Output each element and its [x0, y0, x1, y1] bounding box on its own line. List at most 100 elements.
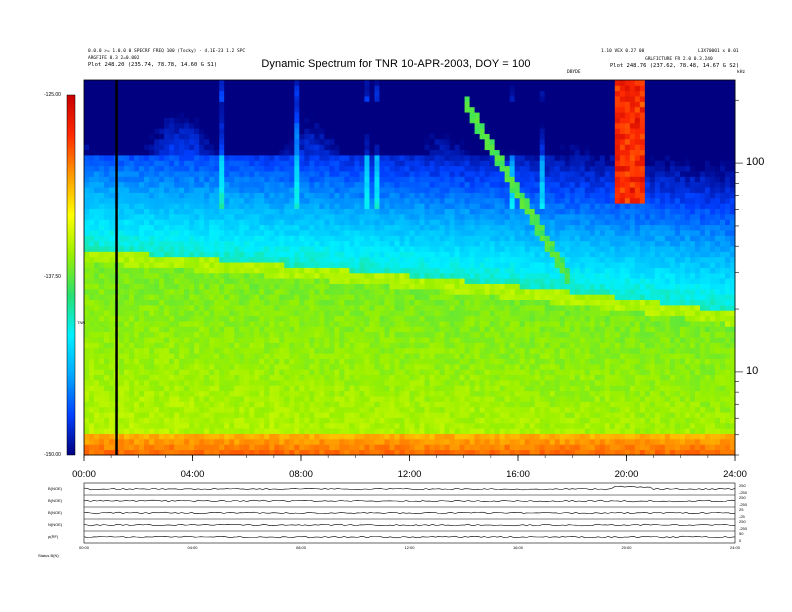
heatmap-cell — [144, 438, 150, 445]
heatmap-cell — [274, 96, 280, 102]
heatmap-cell — [214, 358, 220, 365]
heatmap-cell — [299, 272, 305, 279]
heatmap-cell — [134, 144, 140, 151]
heatmap-cell — [414, 401, 420, 408]
heatmap-cell — [439, 412, 445, 418]
heatmap-cell — [414, 96, 420, 102]
heatmap-cell — [319, 128, 325, 134]
heatmap-cell — [139, 390, 145, 397]
heatmap-cell — [394, 326, 400, 333]
heatmap-cell — [214, 96, 220, 102]
heatmap-cell — [159, 256, 165, 263]
heatmap-cell — [434, 326, 440, 333]
heatmap-cell — [369, 246, 375, 252]
heatmap-cell — [229, 181, 235, 188]
heatmap-cell — [339, 251, 345, 258]
heatmap-cell — [139, 181, 145, 188]
heatmap-cell — [294, 294, 300, 301]
heatmap-cell — [199, 213, 205, 220]
heatmap-cell — [289, 101, 295, 108]
heatmap-cell — [169, 438, 175, 445]
heatmap-cell — [279, 444, 285, 451]
heatmap-cell — [369, 369, 375, 376]
heatmap-cell — [389, 262, 395, 268]
heatmap-cell — [399, 138, 405, 145]
heatmap-cell — [219, 208, 225, 215]
heatmap-cell — [144, 433, 150, 440]
heatmap-cell — [229, 321, 235, 327]
heatmap-cell — [379, 433, 385, 440]
heatmap-cell — [259, 438, 265, 445]
heatmap-cell — [199, 353, 205, 359]
heatmap-cell — [344, 369, 350, 376]
heatmap-cell — [179, 385, 185, 392]
heatmap-cell — [434, 358, 440, 365]
heatmap-cell — [184, 171, 190, 177]
heatmap-cell — [209, 342, 215, 349]
heatmap-cell — [334, 428, 340, 434]
heatmap-cell — [169, 144, 175, 151]
heatmap-cell — [309, 433, 315, 440]
heatmap-cell — [264, 444, 270, 451]
heatmap-cell — [189, 181, 195, 188]
heatmap-cell — [134, 230, 140, 236]
heatmap-cell — [329, 256, 335, 263]
heatmap-cell — [234, 315, 240, 322]
heatmap-cell — [369, 299, 375, 306]
heatmap-cell — [354, 374, 360, 381]
heatmap-cell — [94, 342, 100, 349]
heatmap-cell — [109, 380, 115, 386]
heatmap-cell — [414, 444, 420, 451]
heatmap-cell — [429, 374, 435, 381]
heatmap-cell — [189, 347, 195, 354]
heatmap-cell — [199, 230, 205, 236]
heatmap-cell — [274, 390, 280, 397]
heatmap-cell — [274, 224, 280, 231]
heatmap-cell — [364, 390, 370, 397]
heatmap-cell — [249, 181, 255, 188]
heatmap-cell — [299, 251, 305, 258]
heatmap-cell — [274, 165, 280, 172]
heatmap-cell — [264, 321, 270, 327]
heatmap-cell — [399, 353, 405, 359]
heatmap-cell — [249, 112, 255, 118]
heatmap-cell — [84, 353, 90, 359]
heatmap-cell — [194, 224, 200, 231]
heatmap-cell — [254, 406, 260, 413]
heatmap-cell — [419, 422, 425, 429]
heatmap-cell — [294, 347, 300, 354]
heatmap-cell — [214, 230, 220, 236]
heatmap-cell — [334, 230, 340, 236]
heatmap-cell — [419, 235, 425, 242]
heatmap-cell — [334, 192, 340, 199]
heatmap-cell — [334, 299, 340, 306]
heatmap-cell — [254, 363, 260, 370]
heatmap-cell — [319, 96, 325, 102]
heatmap-cell — [384, 256, 390, 263]
heatmap-cell — [244, 294, 250, 301]
heatmap-cell — [339, 428, 345, 434]
heatmap-cell — [254, 342, 260, 349]
heatmap-cell — [159, 101, 165, 108]
heatmap-cell — [359, 342, 365, 349]
heatmap-cell — [234, 230, 240, 236]
heatmap-cell — [429, 262, 435, 268]
heatmap-cell — [139, 112, 145, 118]
heatmap-cell — [134, 412, 140, 418]
heatmap-cell — [144, 155, 150, 161]
heatmap-cell — [219, 412, 225, 418]
heatmap-cell — [84, 433, 90, 440]
heatmap-cell — [109, 315, 115, 322]
heatmap-cell — [224, 342, 230, 349]
heatmap-cell — [164, 417, 170, 424]
heatmap-cell — [269, 203, 275, 209]
heatmap-cell — [344, 112, 350, 118]
heatmap-cell — [374, 230, 380, 236]
heatmap-cell — [419, 144, 425, 151]
heatmap-cell — [184, 208, 190, 215]
heatmap-cell — [209, 449, 215, 456]
heatmap-cell — [104, 272, 110, 279]
heatmap-cell — [374, 374, 380, 381]
heatmap-cell — [389, 128, 395, 134]
heatmap-cell — [94, 133, 100, 140]
